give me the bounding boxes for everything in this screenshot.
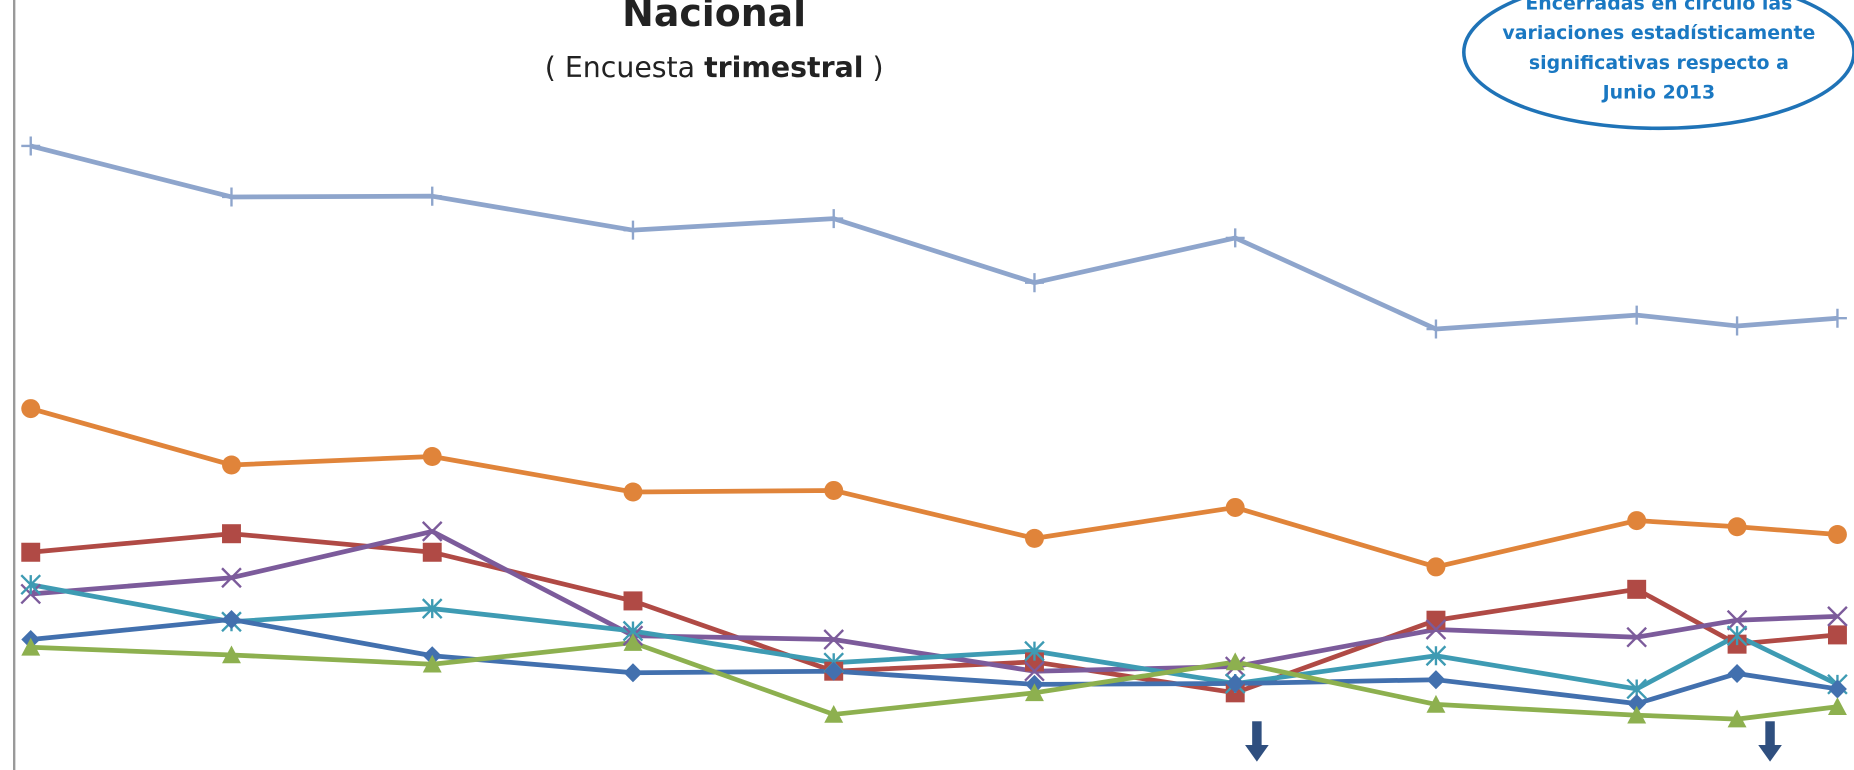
marker	[1025, 528, 1044, 548]
arrow	[1245, 721, 1782, 762]
marker	[1727, 316, 1747, 336]
marker	[1627, 579, 1647, 599]
annotation-line: Encerradas en círculo las	[1525, 0, 1792, 15]
subtitle-part: )	[863, 51, 883, 84]
marker	[21, 637, 41, 656]
marker	[221, 567, 242, 589]
marker	[422, 186, 442, 206]
marker	[623, 633, 643, 651]
series-line	[30, 143, 1838, 332]
marker	[1426, 670, 1446, 690]
marker	[1827, 697, 1847, 716]
annotation-line: variaciones estadísticamente	[1502, 22, 1815, 44]
series-line	[30, 406, 1838, 570]
marker	[1025, 683, 1044, 702]
subtitle-part: trimestral	[704, 51, 863, 84]
marker	[1627, 305, 1647, 325]
marker	[1426, 557, 1446, 577]
marker	[1726, 609, 1748, 631]
marker	[1627, 705, 1647, 724]
marker	[1225, 497, 1245, 517]
marker	[824, 480, 844, 500]
marker	[1024, 640, 1045, 662]
marker	[21, 399, 41, 419]
marker	[623, 220, 643, 240]
marker	[1827, 524, 1847, 544]
marker	[1425, 645, 1447, 667]
marker	[623, 591, 643, 611]
chart-subtitle: ( Encuesta trimestral )	[545, 51, 884, 84]
marker	[1425, 619, 1447, 640]
marker	[1025, 273, 1044, 293]
marker	[421, 521, 443, 542]
marker	[1726, 625, 1748, 647]
marker	[20, 574, 42, 596]
marker	[1827, 679, 1847, 699]
marker	[824, 661, 844, 681]
marker	[222, 645, 241, 664]
series-line	[30, 617, 1838, 707]
annotation: Encerradas en círculo las variaciones est…	[1502, 0, 1815, 104]
marker	[1225, 652, 1245, 671]
chart-title: Nacional	[622, 0, 806, 35]
marker	[421, 598, 443, 619]
marker	[1225, 228, 1245, 248]
marker	[1426, 694, 1446, 713]
annotation-line: significativas respecto a	[1529, 52, 1789, 74]
marker	[222, 524, 241, 544]
marker	[824, 704, 844, 723]
annotation-ellipse	[1462, 0, 1854, 131]
marker	[1627, 511, 1647, 531]
marker	[422, 654, 442, 673]
marker	[1626, 626, 1647, 648]
marker	[1727, 664, 1747, 684]
marker	[1225, 674, 1245, 694]
marker	[623, 482, 643, 502]
marker	[1426, 319, 1446, 339]
marker	[1827, 308, 1847, 328]
marker	[1827, 606, 1848, 627]
marker	[1727, 709, 1747, 728]
marker	[222, 455, 241, 475]
marker	[823, 629, 845, 650]
marker	[824, 209, 844, 229]
marker	[623, 663, 643, 683]
marker	[222, 187, 241, 207]
marker	[21, 136, 41, 156]
marker	[1024, 660, 1045, 682]
marker	[1827, 625, 1847, 645]
marker	[422, 446, 442, 466]
marker	[1426, 610, 1446, 630]
subtitle-part: ( Encuesta	[545, 51, 704, 84]
marker	[222, 609, 241, 629]
marker	[422, 542, 442, 562]
annotation-line: Junio 2013	[1601, 82, 1716, 104]
series-line	[30, 531, 1838, 696]
marker	[21, 542, 41, 562]
marker	[1727, 517, 1747, 537]
